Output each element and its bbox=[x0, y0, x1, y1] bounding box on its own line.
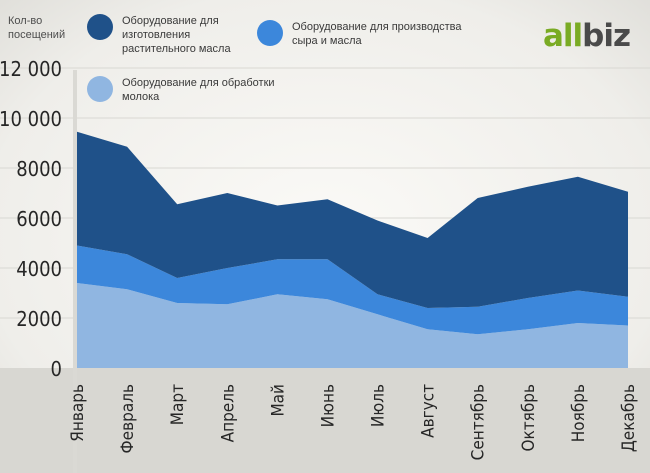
legend-item-cheese-butter: Оборудование для производства сыра и мас… bbox=[257, 20, 462, 48]
x-tick-label: Сентябрь bbox=[469, 384, 489, 460]
area-series-0 bbox=[77, 283, 628, 368]
x-tick-label: Август bbox=[419, 384, 439, 438]
area-series-1 bbox=[77, 245, 628, 335]
y-tick-label: 0 bbox=[51, 357, 62, 381]
y-axis-line bbox=[73, 70, 77, 473]
x-tick-label: Октябрь bbox=[519, 384, 539, 452]
x-tick-labels: Январь Февраль Март Апрель Май Июнь Июль Август… bbox=[68, 384, 639, 460]
y-tick-label: 10 000 bbox=[0, 107, 62, 131]
x-tick-label: Январь bbox=[68, 384, 88, 442]
legend-label: Оборудование для обработки молока bbox=[122, 77, 275, 103]
legend-label: Оборудование для изготовления растительн… bbox=[122, 15, 231, 55]
legend-swatch-light bbox=[87, 76, 113, 102]
x-tick-label: Апрель bbox=[218, 384, 238, 442]
legend-item-milk: Оборудование для обработки молока bbox=[87, 76, 297, 104]
x-tick-label: Февраль bbox=[118, 384, 138, 453]
logo-part-all: all bbox=[543, 18, 583, 54]
legend-item-vegetable-oil: Оборудование для изготовления растительн… bbox=[87, 14, 252, 56]
legend-swatch-dark bbox=[87, 14, 113, 40]
x-tick-label: Ноябрь bbox=[569, 384, 589, 442]
area-series bbox=[77, 131, 628, 368]
x-tick-label: Июнь bbox=[319, 384, 339, 427]
y-tick-label: 6000 bbox=[16, 207, 62, 231]
logo-part-biz: biz bbox=[582, 18, 631, 54]
y-tick-label: 4000 bbox=[16, 257, 62, 281]
area-series-2 bbox=[77, 131, 628, 308]
x-tick-label: Май bbox=[268, 384, 288, 417]
allbiz-logo: allbiz bbox=[543, 18, 631, 54]
y-axis-title: Кол-во посещений bbox=[8, 15, 66, 41]
y-tick-label: 12 000 bbox=[0, 57, 62, 81]
legend-swatch-mid bbox=[257, 20, 283, 46]
x-tick-label: Декабрь bbox=[619, 384, 639, 452]
y-tick-label: 8000 bbox=[16, 157, 62, 181]
x-tick-label: Июль bbox=[369, 384, 389, 427]
x-axis-band bbox=[0, 368, 650, 473]
x-tick-label: Март bbox=[168, 384, 188, 425]
y-tick-labels: 0 2000 4000 6000 8000 10 000 12 000 bbox=[0, 57, 62, 381]
y-tick-label: 2000 bbox=[16, 307, 62, 331]
legend-label: Оборудование для производства сыра и мас… bbox=[292, 21, 462, 47]
